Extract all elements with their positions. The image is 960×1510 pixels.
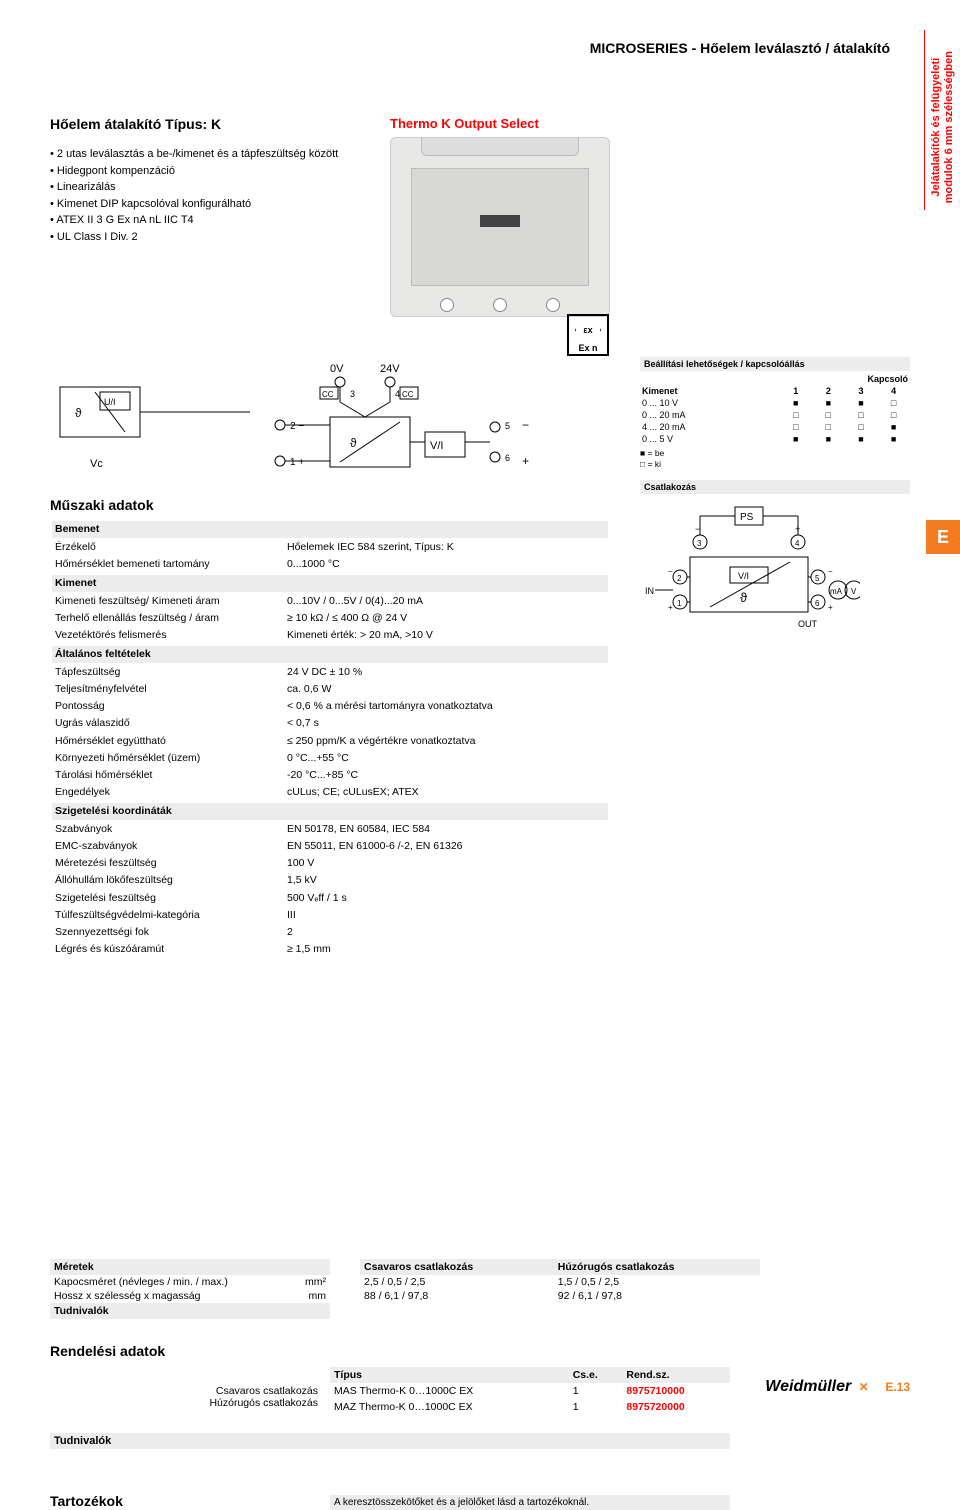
feature-bullet: ATEX II 3 G Ex nA nL IIC T4 [50,212,350,229]
svg-text:ϑ: ϑ [350,436,357,450]
dims-right: Csavaros csatlakozásHúzórugós csatlakozá… [360,1259,760,1319]
svg-text:PS: PS [740,512,754,523]
svg-text:6: 6 [815,599,820,608]
spec-table: BemenetÉrzékelőHőelemek IEC 584 szerint,… [50,519,610,959]
svg-text:ϑ: ϑ [740,590,748,605]
csatlakozas-header: Csatlakozás [640,480,910,494]
product-title: Hőelem átalakító Típus: K [50,116,350,132]
svg-text:−: − [522,418,529,432]
section-e-tab: E [926,520,960,554]
svg-text:ϑ: ϑ [75,406,82,420]
feature-bullet: Kimenet DIP kapcsolóval konfigurálható [50,196,350,213]
feature-bullet: Linearizálás [50,179,350,196]
svg-text:−: − [828,567,833,576]
svg-text:5: 5 [815,574,820,583]
svg-text:Vc: Vc [90,458,103,470]
svg-text:IN: IN [645,586,654,596]
svg-text:3: 3 [697,539,702,548]
svg-text:2 −: 2 − [290,421,304,432]
feature-bullets: 2 utas leválasztás a be-/kimenet és a tá… [50,146,350,245]
side-tab-line2: modulok 6 mm szélességben [943,51,955,203]
dip-switch-icon [480,215,520,227]
svg-text:−: − [668,567,673,576]
feature-bullet: 2 utas leválasztás a be-/kimenet és a tá… [50,146,350,163]
svg-text:V: V [851,587,857,596]
accessories-note: A keresztösszekötőket és a jelölőket lás… [330,1495,730,1510]
svg-text:+: + [522,454,529,468]
svg-text:−: − [695,524,700,534]
feature-bullet: Hidegpont kompenzáció [50,163,350,180]
thermo-label: Thermo K Output Select [390,116,650,131]
legend-be: ■ = be [640,448,910,459]
wiring-diagram: PS − + 3 4 V/I ϑ 2 1 − + [640,502,860,652]
order-title: Rendelési adatok [50,1343,910,1359]
svg-text:OUT: OUT [798,619,818,629]
svg-text:+: + [668,603,673,612]
svg-text:5: 5 [505,421,510,431]
footer-brand: Weidmüller [765,1378,851,1395]
svg-text:V/I: V/I [738,571,749,581]
feature-bullet: UL Class I Div. 2 [50,229,350,246]
svg-text:1: 1 [677,599,682,608]
side-tab: Jelátalakítók és felügyeletimodulok 6 mm… [924,30,960,210]
dims-left: Méretek Kapocsméret (névleges / min. / m… [50,1259,330,1319]
ex-badge: εx Ex n [567,314,609,356]
svg-text:V/I: V/I [430,440,443,452]
svg-text:4: 4 [795,539,800,548]
side-tab-line1: Jelátalakítók és felügyeleti [930,58,942,197]
settings-header: Beállítási lehetőségek / kapcsolóállás [640,357,910,371]
spec-title: Műszaki adatok [50,497,610,513]
svg-text:CC: CC [322,390,334,399]
legend-ki: □ = ki [640,459,910,470]
svg-text:0V: 0V [330,363,344,375]
svg-text:1 +: 1 + [290,457,304,468]
svg-text:2: 2 [677,574,682,583]
category-title: MICROSERIES - Hőelem leválasztó / átalak… [590,40,890,56]
switch-table: KapcsolóKimenet12340 ... 10 V■■■□0 ... 2… [640,373,910,445]
ex-label: Ex n [578,343,597,353]
svg-text:4: 4 [395,389,400,399]
svg-text:24V: 24V [380,363,400,375]
device-illustration: εx Ex n [390,137,610,317]
footer-page: E.13 [885,1380,910,1394]
svg-text:CC: CC [402,390,414,399]
svg-text:+: + [828,603,833,612]
svg-text:3: 3 [350,389,355,399]
notes-bar: Tudnivalók [50,1433,730,1449]
svg-text:6: 6 [505,453,510,463]
block-diagram: ϑ U/I Vc 0V 24V 3 4 CC CC ϑ [50,357,610,487]
svg-text:U/I: U/I [104,397,116,407]
svg-text:mA: mA [830,587,843,596]
